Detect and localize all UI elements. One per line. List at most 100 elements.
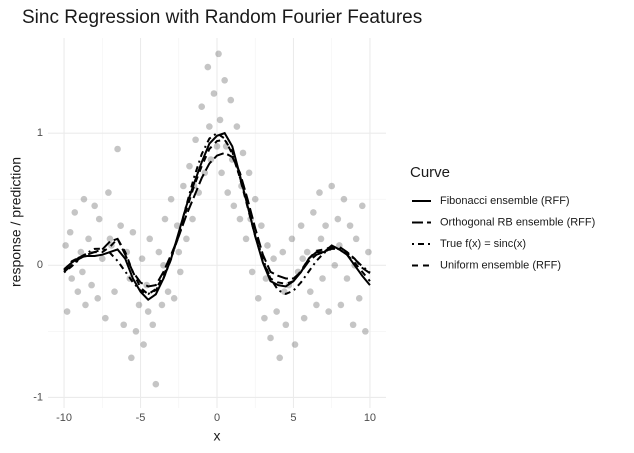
scatter-point [77, 248, 85, 256]
scatter-point [291, 341, 299, 348]
scatter-point [105, 189, 112, 196]
scatter-point [303, 248, 311, 256]
scatter-point [216, 116, 224, 124]
scatter-point [161, 215, 169, 223]
scatter-point [273, 308, 280, 315]
scatter-point [297, 222, 305, 229]
scatter-point [215, 50, 222, 58]
series-line [63, 131, 371, 296]
scatter-point [117, 222, 124, 229]
scatter-point [258, 222, 265, 229]
scatter-point [138, 255, 146, 262]
scatter-point [346, 222, 354, 229]
series-line [63, 138, 371, 296]
scatter-point [262, 275, 270, 282]
series-line [63, 151, 371, 288]
scatter-point [132, 328, 140, 335]
scatter-point [325, 308, 332, 315]
scatter-point [340, 195, 348, 203]
scatter-point [276, 354, 284, 362]
scatter-point [176, 268, 184, 276]
scatter-point [198, 103, 206, 111]
legend-title: Curve [410, 164, 450, 181]
scatter-point [210, 90, 218, 97]
scatter-point [328, 182, 336, 190]
scatter-point [233, 123, 241, 130]
y-tick-label: 0 [37, 259, 43, 271]
scatter-point [129, 228, 137, 236]
scatter-point [248, 268, 256, 276]
scatter-point [106, 235, 114, 243]
scatter-point [183, 235, 190, 243]
scatter-point [306, 288, 314, 296]
scatter-point [82, 301, 89, 309]
scatter-point [94, 295, 102, 302]
scatter-point [111, 288, 118, 296]
x-tick-label: -5 [136, 412, 146, 424]
scatter-point [79, 268, 86, 276]
scatter-point [158, 301, 166, 309]
scatter-point [114, 145, 121, 153]
scatter-point [207, 156, 215, 163]
scatter-point [74, 288, 82, 296]
scatter-point [352, 235, 360, 243]
scatter-point [186, 162, 193, 170]
scatter-point [88, 281, 95, 289]
scatter-point [355, 295, 363, 302]
scatter-point [349, 321, 357, 329]
scatter-point [62, 242, 69, 249]
scatter-point [334, 215, 342, 223]
x-tick-label: 5 [290, 412, 296, 424]
scatter-point [322, 222, 329, 229]
scatter-point [164, 288, 172, 296]
scatter-point [288, 235, 296, 243]
scatter-point [63, 308, 71, 315]
scatter-point [254, 295, 262, 302]
scatter-point [175, 248, 183, 256]
legend-label: Fibonacci ensemble (RFF) [440, 195, 570, 207]
scatter-point [170, 295, 178, 302]
scatter-point [227, 96, 235, 104]
x-tick-label: 10 [364, 412, 376, 424]
scatter-point [236, 215, 244, 223]
scatter-point [221, 76, 228, 84]
series-line [63, 131, 371, 301]
scatter-point [264, 242, 271, 249]
scatter-point [71, 209, 79, 216]
scatter-point [167, 195, 175, 203]
scatter-point [313, 301, 320, 309]
scatter-point [120, 321, 128, 329]
scatter-point [239, 149, 247, 157]
scatter-point [155, 248, 163, 256]
scatter-point [152, 380, 160, 388]
scatter-point [316, 189, 323, 196]
scatter-point [300, 314, 308, 322]
y-tick-label: -1 [33, 391, 43, 403]
scatter-point [230, 202, 238, 210]
x-axis-label: x [214, 428, 221, 444]
scatter-point [91, 202, 98, 210]
scatter-point [245, 169, 253, 177]
scatter-point [218, 169, 225, 177]
scatter-point [317, 235, 325, 243]
scatter-point [279, 248, 287, 256]
scatter-point [299, 255, 306, 262]
scatter-point [365, 248, 372, 256]
scatter-point [270, 255, 277, 262]
scatter-point [261, 314, 268, 322]
scatter-point [140, 341, 147, 348]
legend-label: Orthogonal RB ensemble (RFF) [440, 216, 595, 228]
scatter-point [68, 275, 76, 282]
y-tick-label: 1 [37, 127, 43, 139]
scatter-point [135, 301, 143, 309]
scatter-point [66, 228, 74, 236]
scatter-point [213, 143, 221, 150]
scatter-point [189, 215, 196, 223]
scatter-point [204, 63, 212, 71]
x-tick-label: -10 [56, 412, 72, 424]
scatter-point [98, 255, 106, 262]
scatter-point [102, 314, 109, 322]
scatter-point [192, 136, 199, 144]
legend-label: True f(x) = sinc(x) [440, 238, 526, 250]
